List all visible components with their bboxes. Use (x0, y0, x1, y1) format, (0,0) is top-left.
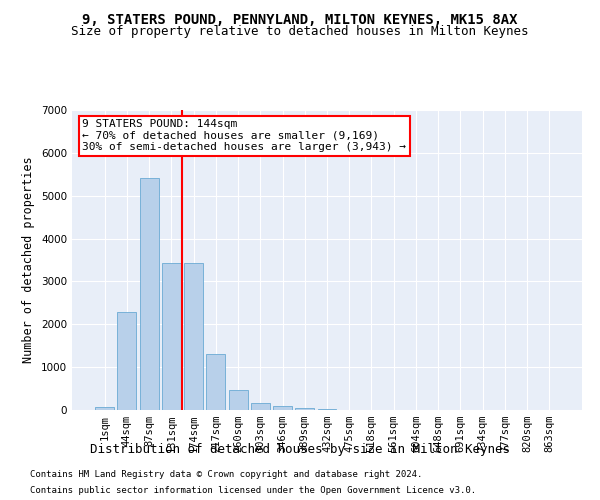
Y-axis label: Number of detached properties: Number of detached properties (22, 156, 35, 364)
Bar (206, 354, 225, 410)
Bar (295, 408, 314, 410)
Text: 9, STATERS POUND, PENNYLAND, MILTON KEYNES, MK15 8AX: 9, STATERS POUND, PENNYLAND, MILTON KEYN… (82, 12, 518, 26)
Bar (140, 178, 158, 410)
Bar (118, 312, 136, 410)
Text: Contains HM Land Registry data © Crown copyright and database right 2024.: Contains HM Land Registry data © Crown c… (30, 470, 422, 479)
Text: Contains public sector information licensed under the Open Government Licence v3: Contains public sector information licen… (30, 486, 476, 495)
Bar (184, 264, 203, 410)
Bar (162, 264, 181, 410)
Text: Distribution of detached houses by size in Milton Keynes: Distribution of detached houses by size … (90, 442, 510, 456)
Bar (317, 409, 337, 410)
Bar (229, 390, 248, 410)
Bar (273, 406, 292, 410)
Bar (251, 404, 270, 410)
Text: 9 STATERS POUND: 144sqm
← 70% of detached houses are smaller (9,169)
30% of semi: 9 STATERS POUND: 144sqm ← 70% of detache… (82, 119, 406, 152)
Text: Size of property relative to detached houses in Milton Keynes: Size of property relative to detached ho… (71, 25, 529, 38)
Bar (95, 406, 114, 410)
